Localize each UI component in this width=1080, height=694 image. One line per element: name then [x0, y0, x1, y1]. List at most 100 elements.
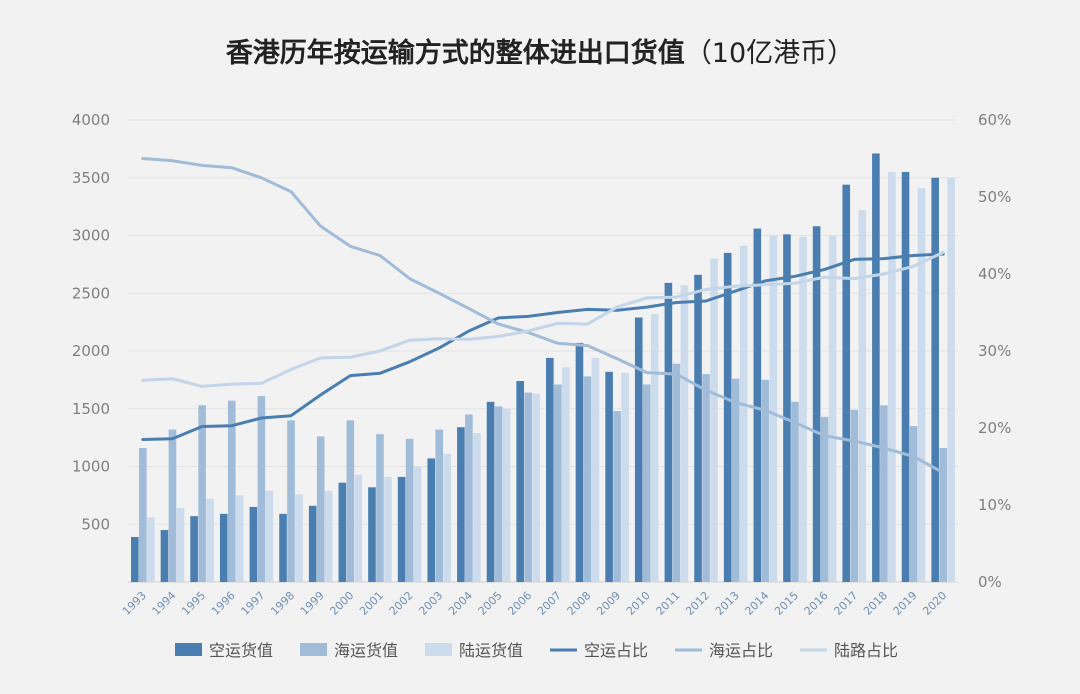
bar-1-2016 — [812, 226, 821, 582]
bar-2-2010 — [642, 384, 651, 582]
bar-2-2000 — [346, 420, 355, 582]
bar-2-2019 — [909, 426, 918, 582]
bar-2-1998 — [287, 420, 295, 582]
x-tick-label: 2015 — [772, 589, 801, 618]
x-tick-label: 1996 — [209, 589, 238, 618]
bar-3-2010 — [650, 314, 659, 582]
y-right-tick-label: 60% — [978, 111, 1011, 129]
y-right-tick-label: 0% — [978, 573, 1002, 591]
bar-3-2015 — [799, 236, 807, 582]
legend-label[interactable]: 海运占比 — [709, 641, 773, 660]
legend-label[interactable]: 空运货值 — [209, 641, 273, 660]
bar-2-2003 — [435, 429, 444, 582]
bar-3-1995 — [206, 498, 214, 582]
legend-label[interactable]: 空运占比 — [584, 641, 648, 660]
bar-2-2015 — [791, 401, 799, 582]
bar-1-2019 — [901, 171, 910, 582]
legend[interactable]: 空运货值 海运货值 陆运货值 空运占比 海运占比 陆路占比 — [175, 641, 898, 660]
y-left-tick-label: 4000 — [72, 111, 110, 129]
bar-3-1993 — [147, 517, 155, 582]
bar-1-2006 — [516, 381, 524, 582]
bar-1-2020 — [931, 177, 939, 582]
bar-3-2000 — [354, 474, 363, 582]
chart-title: 香港历年按运输方式的整体进出口货值（10亿港币） — [226, 37, 854, 69]
bar-3-2002 — [413, 466, 422, 582]
bar-3-2005 — [502, 408, 511, 582]
bar-3-2013 — [739, 245, 748, 582]
y-left-tick-label: 2000 — [72, 342, 110, 360]
bar-1-2015 — [783, 234, 791, 582]
x-tick-label: 2009 — [594, 589, 623, 618]
lines — [141, 157, 945, 475]
bar-2-2005 — [494, 406, 503, 582]
bar-3-1997 — [265, 490, 274, 582]
x-tick-label: 2010 — [624, 589, 653, 618]
bar-3-2011 — [680, 285, 689, 582]
bar-2-1996 — [227, 400, 236, 582]
bar-3-2006 — [532, 393, 540, 582]
y-right-tick-label: 10% — [978, 496, 1011, 514]
bar-2-2008 — [583, 376, 592, 582]
legend-label[interactable]: 海运货值 — [334, 641, 398, 660]
bar-2-2017 — [850, 409, 859, 582]
x-tick-label: 1993 — [120, 589, 149, 618]
bar-3-1998 — [295, 494, 303, 582]
bar-3-2003 — [443, 453, 452, 582]
y-left-tick-label: 2500 — [72, 284, 110, 302]
bar-2-2011 — [672, 363, 681, 582]
bar-2-2002 — [405, 438, 414, 582]
y-left-tick-label: 1000 — [72, 458, 110, 476]
y-left-tick-label: 3000 — [72, 227, 110, 245]
bar-3-2009 — [621, 372, 629, 582]
x-tick-label: 2014 — [742, 589, 771, 618]
bar-2-2018 — [880, 405, 888, 582]
x-tick-label: 2002 — [387, 589, 416, 618]
bar-2-1999 — [316, 436, 325, 582]
bar-3-2019 — [917, 188, 926, 582]
bar-1-2014 — [753, 228, 762, 582]
bar-1-2000 — [338, 482, 347, 582]
bar-3-2001 — [384, 476, 392, 582]
x-tick-label: 2013 — [713, 589, 742, 618]
bar-2-2012 — [702, 374, 710, 582]
x-tick-label: 2012 — [683, 589, 712, 618]
bar-1-2017 — [842, 184, 851, 582]
legend-swatch-bar[interactable] — [425, 643, 452, 656]
bar-3-2018 — [888, 171, 896, 582]
bar-3-2004 — [473, 433, 481, 582]
bar-2-2014 — [761, 379, 770, 582]
y-right-tick-label: 40% — [978, 265, 1011, 283]
bar-3-2007 — [562, 367, 570, 582]
legend-swatch-bar[interactable] — [175, 643, 202, 656]
bar-1-2001 — [368, 487, 376, 582]
line-series-2 — [141, 157, 945, 475]
bar-3-1996 — [235, 495, 244, 582]
bar-1-1994 — [160, 530, 169, 582]
y-right-tick-label: 50% — [978, 188, 1011, 206]
x-tick-label: 2008 — [565, 589, 594, 618]
y-axis-right: 0% 10% 20% 30% 40% 50% 60% — [978, 111, 1011, 591]
bar-1-2007 — [546, 357, 554, 582]
bar-1-2010 — [634, 317, 643, 582]
x-tick-label: 2011 — [654, 589, 683, 618]
bar-3-2017 — [858, 210, 867, 582]
legend-label[interactable]: 陆路占比 — [834, 641, 898, 660]
legend-label[interactable]: 陆运货值 — [459, 641, 523, 660]
bar-1-2011 — [664, 282, 673, 582]
bar-1-2008 — [575, 342, 584, 582]
bar-1-1998 — [279, 513, 287, 582]
bar-3-2016 — [828, 235, 837, 582]
bar-1-1995 — [190, 516, 198, 582]
x-tick-label: 2004 — [446, 589, 475, 618]
x-tick-label: 2018 — [861, 589, 890, 618]
bar-1-1996 — [219, 513, 228, 582]
legend-swatch-bar[interactable] — [300, 643, 327, 656]
y-axis-left: 500 1000 1500 2000 2500 3000 3500 4000 — [72, 111, 110, 533]
bar-1-2012 — [694, 274, 702, 582]
bar-2-1993 — [139, 448, 147, 582]
bar-2-2004 — [465, 414, 473, 582]
x-tick-label: 2019 — [891, 589, 920, 618]
bar-2-2020 — [939, 448, 947, 582]
bar-1-2003 — [427, 458, 436, 582]
